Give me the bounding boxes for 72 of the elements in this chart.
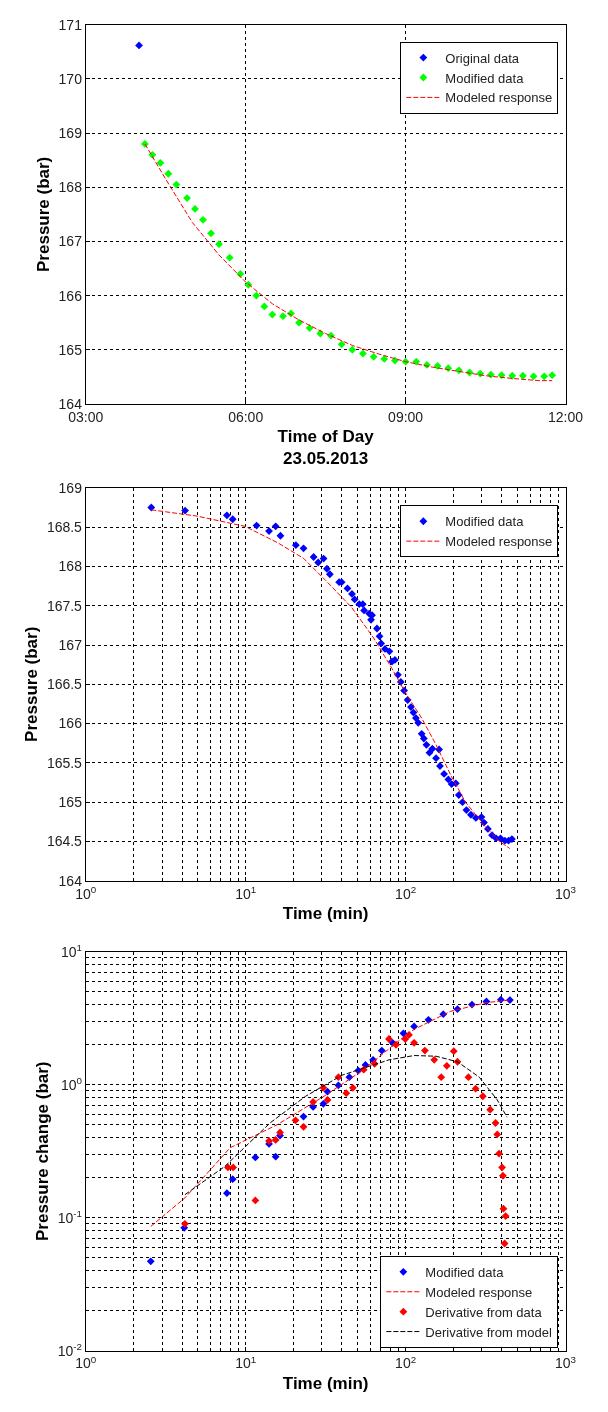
- y-tick-label: 168: [58, 558, 83, 575]
- legend-label: Derivative from model: [425, 1324, 552, 1340]
- x-tick-label: 10$^{3}$: [555, 1353, 577, 1372]
- point: [359, 349, 367, 358]
- y-tick-label: 166.5: [46, 676, 83, 693]
- point: [518, 371, 527, 380]
- point: [215, 240, 223, 249]
- point: [260, 302, 269, 311]
- y-tick-label: 166: [58, 287, 83, 304]
- legend-label: Modified data: [425, 1264, 505, 1280]
- y-axis-title: Pressure change (bar): [33, 1061, 53, 1242]
- y-tick-label: 10$^{1}$: [60, 941, 82, 960]
- point: [337, 340, 346, 349]
- y-tick-label: 168: [58, 179, 83, 196]
- y-tick-label: 169: [58, 479, 83, 496]
- y-tick-label: 164.5: [46, 833, 83, 850]
- point: [156, 159, 165, 167]
- point: [380, 355, 389, 363]
- point: [225, 253, 234, 262]
- x-tick-label: 10$^{1}$: [235, 1353, 257, 1372]
- y-tick-label: 165: [58, 794, 83, 811]
- y-tick-label: 10$^{0}$: [60, 1074, 83, 1093]
- y-tick-label: 170: [58, 70, 83, 87]
- point: [172, 180, 181, 189]
- y-tick-label: 165: [58, 341, 83, 358]
- y-tick-label: 167: [58, 233, 83, 250]
- legend-label: Modeled response: [445, 90, 553, 106]
- legend-label: Derivative from data: [425, 1304, 543, 1320]
- x-tick-label: 12:00: [548, 408, 584, 425]
- y-tick-label: 167: [58, 636, 83, 653]
- point: [164, 169, 173, 178]
- point: [540, 372, 549, 381]
- point: [348, 345, 357, 354]
- y-tick-label: 168.5: [46, 519, 83, 536]
- y-tick-label: 166: [58, 715, 83, 732]
- legend-label: Modified data: [445, 514, 525, 530]
- point: [497, 371, 506, 380]
- x-tick-label: 09:00: [388, 408, 424, 425]
- x-tick-label: 10$^{2}$: [395, 883, 417, 902]
- point: [295, 318, 303, 327]
- x-tick-label: 10$^{1}$: [235, 883, 257, 902]
- x-tick-label: 10$^{2}$: [395, 1353, 417, 1372]
- point: [508, 371, 517, 380]
- x-axis-title: Time of Day 23.05.2013: [277, 427, 375, 469]
- point: [529, 372, 538, 381]
- y-tick-label: 165.5: [46, 754, 83, 771]
- point: [135, 41, 143, 50]
- y-tick-label: 10$^{-1}$: [57, 1207, 82, 1226]
- y-tick-label: 171: [58, 16, 83, 33]
- legend-label: Modified data: [445, 70, 525, 86]
- y-tick-label: 169: [58, 125, 83, 142]
- point: [548, 371, 557, 380]
- legend-label: Modeled response: [445, 534, 553, 550]
- x-tick-label: 10$^{3}$: [555, 883, 577, 902]
- x-axis-title: Time (min): [282, 1373, 369, 1393]
- point: [252, 291, 261, 300]
- point: [268, 310, 277, 319]
- point: [369, 352, 378, 361]
- point: [391, 356, 399, 365]
- legend-label: Modeled response: [425, 1284, 533, 1300]
- point: [199, 215, 207, 224]
- point: [279, 312, 287, 321]
- point: [183, 194, 191, 203]
- y-axis-title: Pressure (bar): [22, 626, 42, 742]
- y-tick-label: 167.5: [46, 597, 83, 614]
- x-axis-title: Time (min): [282, 903, 369, 923]
- legend-label: Original data: [445, 50, 520, 66]
- x-tick-label: 06:00: [228, 408, 264, 425]
- point: [207, 229, 215, 238]
- point: [433, 362, 442, 370]
- point: [316, 329, 325, 338]
- y-axis-title: Pressure (bar): [34, 156, 54, 272]
